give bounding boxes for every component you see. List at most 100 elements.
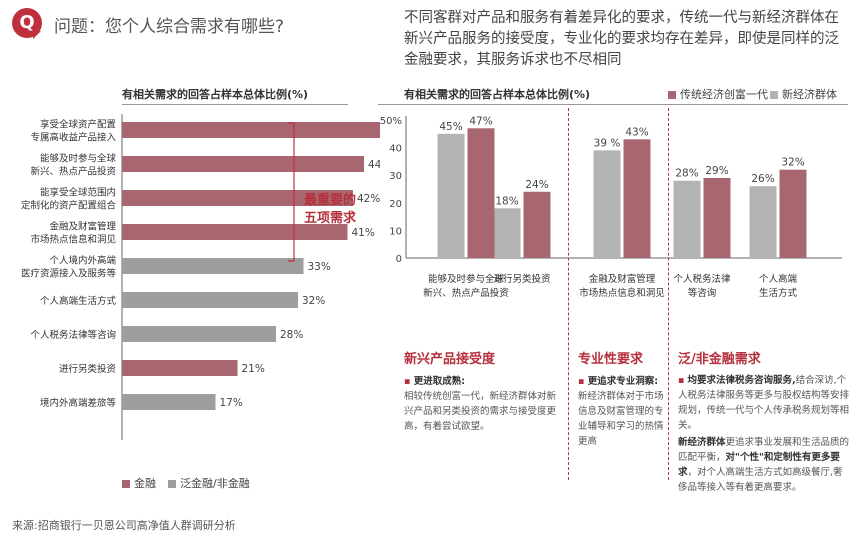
right-value-s0-1: 18% bbox=[495, 195, 518, 207]
left-bar-1 bbox=[122, 156, 364, 172]
section-2-title: 专业性要求 bbox=[578, 352, 644, 367]
section-2-subtitle: ▪ 更追求专业洞察: bbox=[578, 376, 659, 387]
section-1-subtitle: ▪ 更进取成熟: bbox=[404, 376, 466, 387]
section-3-p2-bold2: 对"个性"和定制性有更多要求 bbox=[678, 452, 840, 478]
section-3-sub-text: 均要求法律税务咨询服务, bbox=[687, 375, 796, 386]
left-bar-0 bbox=[122, 122, 380, 138]
left-value-3: 41% bbox=[352, 227, 375, 239]
right-value-s0-4: 26% bbox=[751, 173, 774, 185]
left-value-8: 17% bbox=[220, 397, 243, 409]
right-ytick-4: 10 bbox=[389, 226, 402, 237]
right-category-2-0: 金融及财富管理 bbox=[589, 273, 656, 285]
left-category-0-0: 享受全球资产配置 bbox=[40, 119, 116, 131]
left-value-2: 42% bbox=[357, 193, 380, 205]
badge-tail bbox=[33, 31, 41, 39]
right-value-s1-2: 43% bbox=[625, 126, 648, 138]
legend-traditional: 传统经济创富一代 bbox=[668, 86, 768, 102]
right-category-3-1: 等咨询 bbox=[688, 287, 717, 299]
left-category-3-1: 市场热点信息和洞见 bbox=[30, 234, 116, 246]
right-category-1-0: 进行另类投资 bbox=[493, 273, 551, 285]
right-chart-title: 有相关需求的回答占样本总体比例(%) bbox=[404, 88, 591, 101]
left-category-1-1: 新兴、热点产品投资 bbox=[30, 166, 116, 178]
right-bar-s1-3 bbox=[703, 177, 731, 258]
right-ytick-1: 40 bbox=[389, 144, 402, 155]
left-category-8-0: 境内外高端差旅等 bbox=[40, 397, 117, 409]
left-bar-2 bbox=[122, 190, 353, 206]
legend-swatch-traditional bbox=[668, 91, 676, 99]
left-category-1-0: 能够及时参与全球 bbox=[40, 153, 117, 165]
section-1-sub-text: 更进取成熟: bbox=[413, 376, 466, 387]
right-bar-s1-1 bbox=[523, 191, 551, 258]
right-ytick-0: 50% bbox=[380, 116, 402, 127]
left-title-rule bbox=[122, 104, 348, 105]
section-3-title: 泛/非金融需求 bbox=[678, 352, 761, 367]
section-1-body: 相较传统创富一代，新经济群体对新兴产品和另类投资的需求与接受度更高，有着尝试欲望… bbox=[404, 391, 557, 432]
left-value-4: 33% bbox=[308, 261, 331, 273]
right-bar-s0-0 bbox=[437, 133, 465, 258]
separator-2 bbox=[668, 108, 669, 480]
left-chart-title: 有相关需求的回答占样本总体比例(%) bbox=[122, 88, 309, 101]
right-category-2-1: 市场热点信息和洞见 bbox=[579, 287, 665, 299]
section-3-p2-mid: 更追求事业发展和生活品质的匹配平衡， bbox=[678, 437, 850, 463]
left-bar-7 bbox=[122, 360, 238, 376]
right-category-3-0: 个人税务法律 bbox=[673, 273, 731, 285]
highlight-line-1: 最重要的 bbox=[304, 193, 357, 208]
right-bar-s0-2 bbox=[593, 150, 621, 258]
section-professional: 专业性要求 ▪ 更追求专业洞察: 新经济群体对于市场信息及财富管理的专业辅导和学… bbox=[578, 348, 664, 449]
legend-finance: 金融 bbox=[122, 475, 156, 491]
highlight-note: 最重要的 五项需求 bbox=[304, 192, 356, 228]
right-value-s1-4: 32% bbox=[781, 157, 804, 169]
legend-nonfinance: 泛金融/非金融 bbox=[168, 475, 250, 491]
left-category-6-0: 个人税务法律等咨询 bbox=[30, 329, 116, 341]
right-bar-s1-0 bbox=[467, 128, 495, 258]
legend-swatch-finance bbox=[122, 480, 130, 488]
right-category-4-1: 生活方式 bbox=[759, 287, 798, 299]
left-category-4-0: 个人境内外高端 bbox=[49, 255, 116, 267]
left-category-2-1: 定制化的资产配置组合 bbox=[21, 200, 117, 212]
section-3-para-2: 新经济群体更追求事业发展和生活品质的匹配平衡，对"个性"和定制性有更多要求，对个… bbox=[678, 435, 850, 495]
section-1-title: 新兴产品接受度 bbox=[404, 352, 496, 367]
section-2-body: 新经济群体对于市场信息及财富管理的专业辅导和学习的热情更高 bbox=[578, 391, 664, 447]
right-value-s1-1: 24% bbox=[525, 179, 548, 191]
legend-label-finance: 金融 bbox=[134, 477, 156, 490]
right-category-0-1: 新兴、热点产品投资 bbox=[423, 287, 509, 299]
left-value-6: 28% bbox=[280, 329, 303, 341]
section-2-sub-text: 更追求专业洞察: bbox=[587, 376, 659, 387]
right-value-s0-2: 39 % bbox=[594, 137, 621, 149]
bracket-line bbox=[288, 122, 295, 262]
left-category-0-1: 专属高收益产品接入 bbox=[30, 132, 116, 144]
left-value-5: 32% bbox=[302, 295, 325, 307]
right-title-rule bbox=[378, 104, 848, 105]
left-bar-3 bbox=[122, 224, 348, 240]
right-ytick-2: 30 bbox=[389, 171, 402, 182]
separator-1 bbox=[568, 108, 569, 480]
left-category-3-0: 金融及财富管理 bbox=[49, 221, 116, 233]
section-3-sub-tail: 结合深访,个人税务法律服务等更多与股权结构等安排规划，传统一代与个人传承税务规划… bbox=[678, 375, 850, 431]
highlight-line-2: 五项需求 bbox=[304, 211, 357, 226]
right-bar-s0-1 bbox=[493, 208, 521, 258]
left-category-2-0: 能享受全球范围内 bbox=[40, 187, 116, 199]
right-bar-chart: 50% 40 30 20 10 0 45% 18% 39 % 28% 26% 47% 24% 43% 29%… bbox=[380, 115, 842, 299]
left-category-7-0: 进行另类投资 bbox=[59, 363, 117, 375]
legend-label-traditional: 传统经济创富一代 bbox=[680, 88, 768, 101]
left-value-1: 44% bbox=[368, 159, 380, 171]
right-bar-s1-2 bbox=[623, 139, 651, 258]
right-value-s0-0: 45% bbox=[439, 121, 462, 133]
section-new-products: 新兴产品接受度 ▪ 更进取成熟: 相较传统创富一代，新经济群体对新兴产品和另类投… bbox=[404, 348, 562, 434]
right-bar-s0-3 bbox=[673, 180, 701, 258]
right-value-s1-0: 47% bbox=[469, 115, 492, 127]
right-bar-s0-4 bbox=[749, 186, 777, 258]
left-value-7: 21% bbox=[242, 363, 265, 375]
source-note: 来源:招商银行一贝恩公司高净值人群调研分析 bbox=[12, 519, 236, 532]
question-title: 问题：您个人综合需求有哪些? bbox=[54, 17, 285, 37]
right-ytick-5: 0 bbox=[396, 254, 402, 265]
badge-letter: Q bbox=[19, 12, 35, 33]
left-bar-5 bbox=[122, 292, 298, 308]
left-bar-8 bbox=[122, 394, 216, 410]
right-value-s0-3: 28% bbox=[675, 168, 698, 180]
legend-swatch-nonfinance bbox=[168, 480, 176, 488]
left-bar-4 bbox=[122, 258, 304, 274]
left-category-5-0: 个人高端生活方式 bbox=[40, 295, 117, 307]
section-3-body: ▪ 均要求法律税务咨询服务,结合深访,个人税务法律服务等更多与股权结构等安排规划… bbox=[678, 375, 850, 431]
highlight-bracket bbox=[288, 122, 295, 262]
